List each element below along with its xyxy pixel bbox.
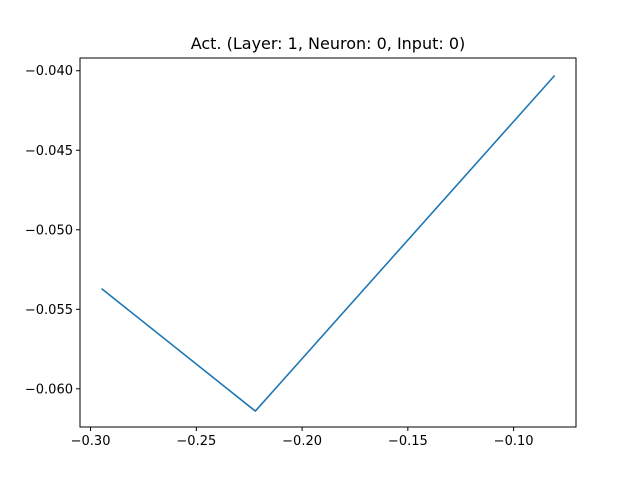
x-tick-label: −0.25 [176, 434, 216, 449]
series-line-0 [101, 74, 556, 412]
x-tick-label: −0.10 [494, 434, 534, 449]
y-tick-label: −0.050 [25, 223, 73, 238]
axes-frame [79, 57, 577, 428]
plot-area [101, 74, 556, 412]
x-tick-label: −0.30 [71, 434, 111, 449]
x-tick-label: −0.20 [282, 434, 322, 449]
y-tick-label: −0.060 [25, 382, 73, 397]
axes: −0.30 −0.25 −0.20 −0.15 −0.10 −0.040 −0.045 −0.… [25, 57, 577, 449]
y-tick-label: −0.055 [25, 303, 73, 318]
y-tick-label: −0.045 [25, 144, 73, 159]
x-tick-label: −0.15 [388, 434, 428, 449]
y-tick-label: −0.040 [25, 64, 73, 79]
chart-title: Act. (Layer: 1, Neuron: 0, Input: 0) [191, 34, 466, 53]
